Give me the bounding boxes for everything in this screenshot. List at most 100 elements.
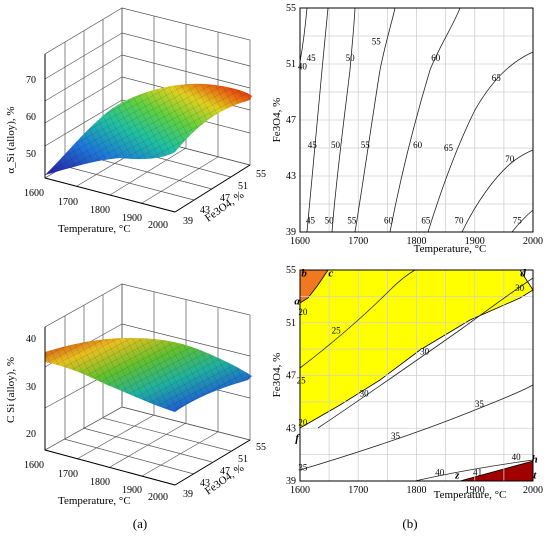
x-tick-label: 2000 [523, 236, 543, 247]
contour-value-label: 30 [360, 389, 370, 399]
z-tick-bottom-30: 30 [26, 382, 36, 393]
y-tick-label: 51 [286, 59, 296, 70]
surface-plot-top: 70 60 50 1600 1700 1800 1900 2000 39 43 … [5, 7, 266, 235]
contour-value-label: 55 [372, 36, 382, 46]
y-tick-bottom-47: 47 [220, 466, 230, 477]
contour-line-35 [299, 384, 534, 471]
y-axis-label-contour-bottom: Fe3O4, % [271, 353, 283, 398]
contour-value-label: 30 [420, 346, 430, 356]
y-tick-label: 39 [286, 227, 296, 238]
x-tick-label: 1700 [348, 236, 368, 247]
y-axis-label-contour-top: Fe3O4, % [271, 98, 283, 143]
y-tick-label: 55 [286, 265, 296, 276]
contour-line-25 [299, 269, 416, 369]
y-tick-label: 43 [286, 171, 296, 182]
x-tick-bottom-1700: 1700 [58, 469, 78, 480]
contour-value-label: 35 [298, 462, 308, 472]
y-tick-label: 51 [286, 318, 296, 329]
contour-value-label: 50 [325, 216, 335, 226]
x-tick-label: 2000 [523, 485, 543, 496]
y-tick-label: 55 [286, 3, 296, 14]
x-tick-top-2000: 2000 [148, 220, 168, 231]
contour-value-label: 50 [346, 53, 356, 63]
x-tick-top-1900: 1900 [122, 213, 142, 224]
contour-value-label: 60 [413, 140, 423, 150]
x-tick-label: 1800 [407, 236, 427, 247]
contour-line-60 [389, 7, 461, 233]
region-corner-label: f [295, 432, 300, 444]
panel-label-b: (b) [402, 516, 417, 531]
x-tick-label: 1800 [407, 485, 427, 496]
y-tick-top-39: 39 [183, 216, 193, 227]
contour-value-label: 20 [298, 418, 308, 428]
x-tick-bottom-1900: 1900 [122, 485, 142, 496]
region-corner-label: b [301, 268, 307, 280]
y-tick-label: 47 [286, 371, 296, 382]
contour-line-70 [461, 149, 534, 233]
y-tick-bottom-39: 39 [183, 489, 193, 500]
contour-line-30 [317, 277, 534, 429]
x-tick-label: 1900 [465, 485, 485, 496]
y-tick-top-47: 47 [220, 193, 230, 204]
contour-value-label: 70 [505, 154, 515, 164]
z-axis-label-top: α_Si (alloy), % [5, 106, 17, 173]
contour-line-75 [511, 209, 534, 233]
floor-grid-top [63, 139, 232, 204]
z-tick-bottom-20: 20 [26, 429, 36, 440]
contour-value-label: 35 [475, 399, 485, 409]
contour-value-label: 50 [331, 140, 341, 150]
contour-value-label: 45 [308, 140, 318, 150]
contour-value-label: 45 [306, 216, 316, 226]
y-tick-bottom-43: 43 [200, 478, 210, 489]
contour-value-label: 20 [298, 307, 308, 317]
surface-plot-bottom: 40 30 20 1600 1700 1800 1900 2000 39 43 … [5, 283, 266, 507]
region-corner-label: h [532, 454, 538, 466]
region-corner-label: t [533, 469, 537, 481]
x-axis-label-contour-top: Temperature, °C [414, 243, 487, 255]
z-tick-top-60: 60 [26, 112, 36, 123]
contour-value-label: 25 [297, 375, 307, 385]
contour-value-label: 60 [431, 53, 441, 63]
contour-value-label: 60 [384, 216, 394, 226]
z-axis-label-bottom: C Si (alloy), % [5, 357, 17, 423]
region-corner-label: a [294, 295, 300, 307]
contour-value-label: 40 [298, 62, 308, 72]
region-darkred [459, 460, 534, 482]
contour-lines-bottom [299, 269, 534, 482]
contour-value-label: 65 [444, 143, 454, 153]
z-tick-top-50: 50 [26, 149, 36, 160]
x-tick-label: 1600 [290, 236, 310, 247]
contour-line-40 [414, 459, 534, 482]
y-tick-bottom-51: 51 [238, 454, 248, 465]
x-tick-top-1600: 1600 [24, 188, 44, 199]
contour-value-label: 65 [492, 73, 502, 83]
z-tick-top-70: 70 [26, 75, 36, 86]
x-tick-bottom-1800: 1800 [90, 477, 110, 488]
x-tick-bottom-1600: 1600 [24, 460, 44, 471]
x-tick-label: 1900 [465, 236, 485, 247]
region-corner-label: z [454, 469, 460, 481]
contour-value-label: 70 [455, 216, 465, 226]
contour-value-label: 45 [307, 53, 317, 63]
contour-value-label: 65 [421, 216, 431, 226]
x-axis-label-top: Temperature, °C [58, 223, 131, 235]
contour-value-label: 40 [435, 468, 445, 478]
panel-label-a: (a) [133, 516, 147, 531]
contour-line-45 [306, 7, 329, 233]
contour-frame-bottom [299, 269, 534, 482]
region-corner-label: d [520, 268, 526, 280]
y-tick-top-43: 43 [200, 205, 210, 216]
x-axis-label-bottom: Temperature, °C [58, 495, 131, 507]
y-tick-label: 39 [286, 476, 296, 487]
x-axis-label-contour-bottom: Temperature, °C [434, 489, 507, 501]
y-tick-label: 47 [286, 115, 296, 126]
x-tick-label: 1700 [348, 485, 368, 496]
y-tick-bottom-55: 55 [256, 442, 266, 453]
contour-line-65 [427, 51, 534, 233]
z-tick-bottom-40: 40 [26, 334, 36, 345]
y-tick-label: 43 [286, 423, 296, 434]
contour-value-label: 55 [361, 140, 371, 150]
contour-frame-top [299, 7, 534, 233]
contour-plot-bottom: 30 25 30 30 25 20 20 35 35 35 40 40 41 b c d a f z ht 1600 1… [271, 265, 543, 501]
